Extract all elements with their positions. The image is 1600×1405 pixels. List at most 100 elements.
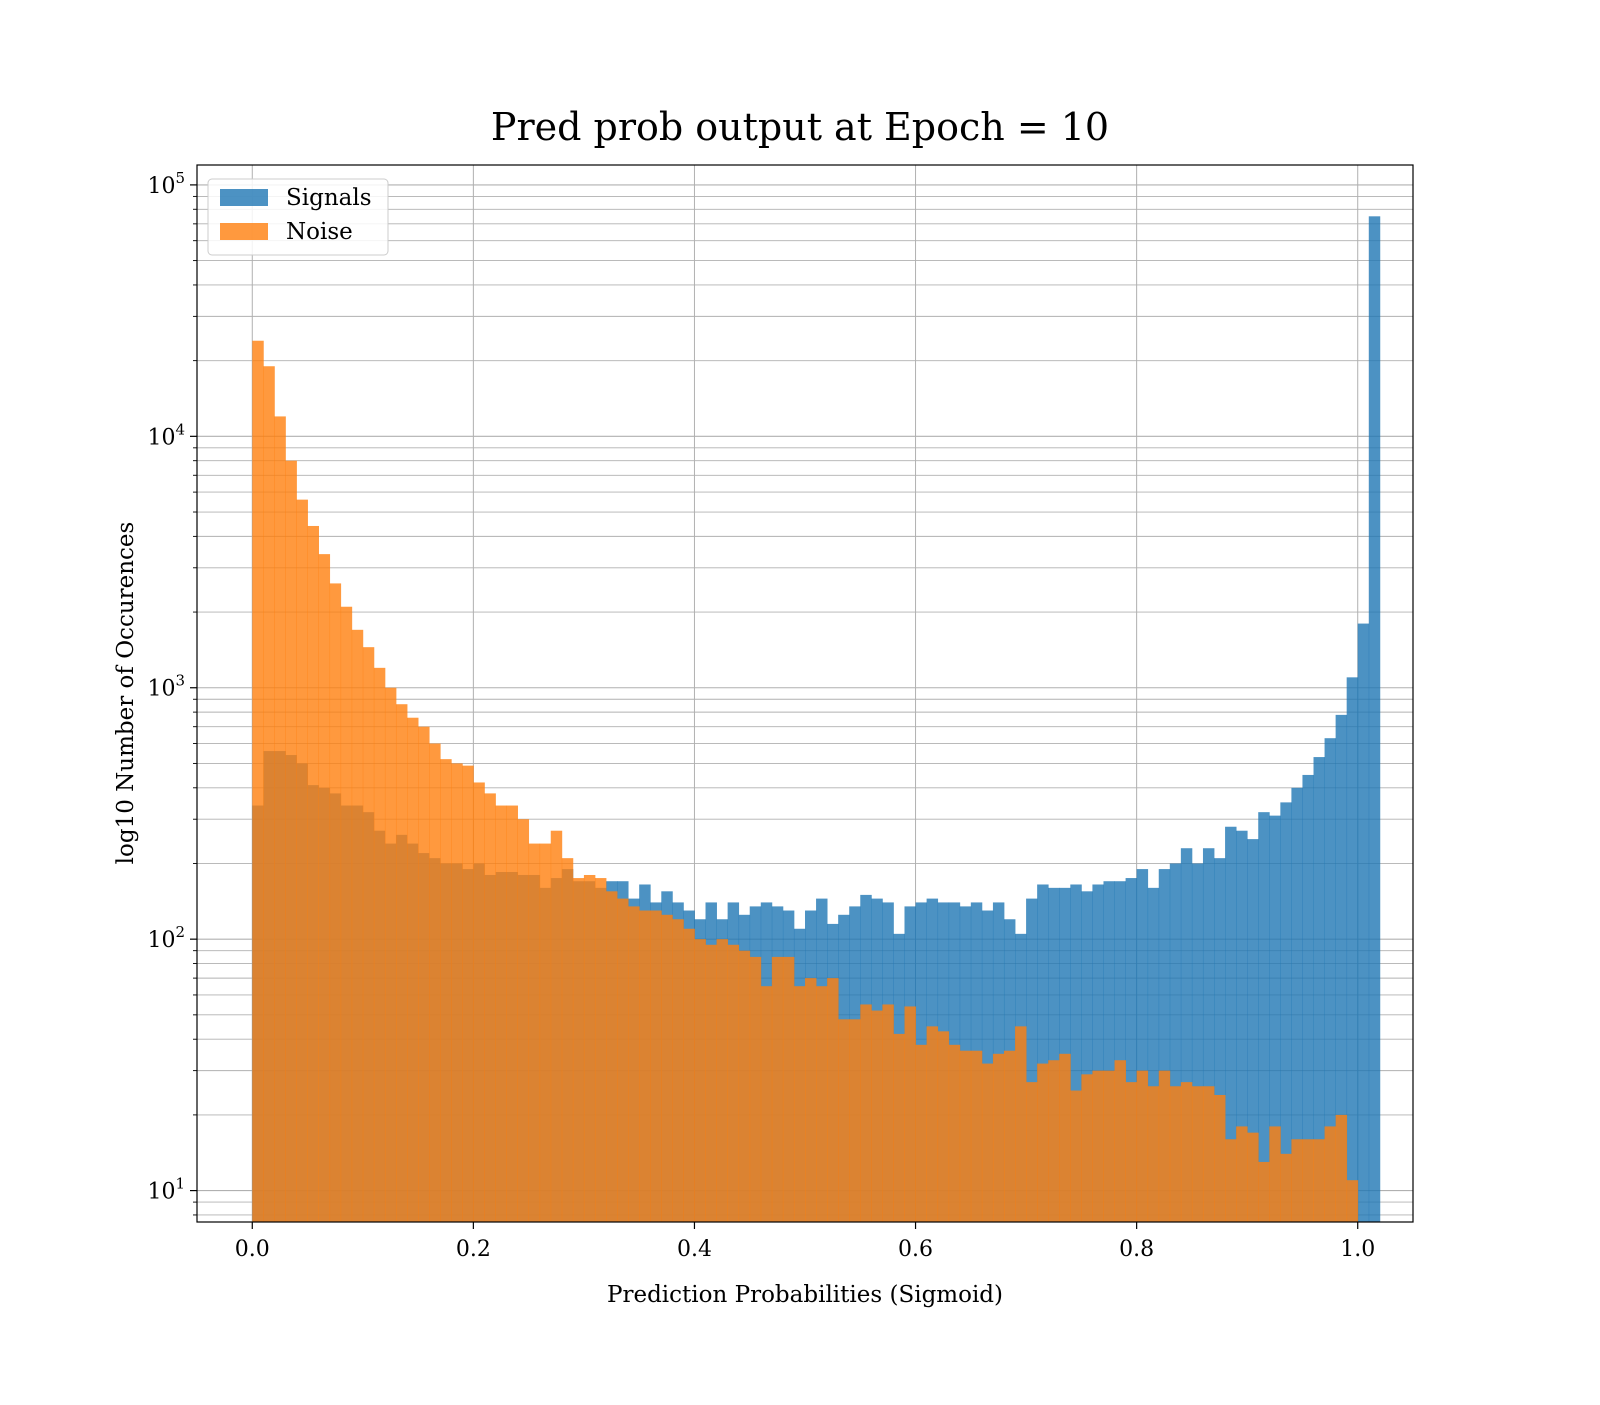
bar-signals (1236, 830, 1248, 1222)
bar-noise (1070, 1090, 1082, 1222)
bar-noise (860, 1004, 872, 1222)
bar-noise (561, 858, 574, 1222)
bar-noise (882, 1004, 894, 1222)
bar-noise (263, 366, 275, 1223)
bar-noise (495, 805, 507, 1222)
bar-noise (871, 1010, 883, 1222)
bar-noise (893, 1033, 905, 1222)
bar-noise (1180, 1082, 1193, 1222)
bar-noise (451, 763, 463, 1222)
bar-signals (1125, 878, 1138, 1222)
bar-signals (1313, 757, 1325, 1222)
y-tick-label: 101 (147, 1175, 185, 1205)
x-tick-label: 0.8 (1119, 1237, 1154, 1262)
bar-noise (749, 956, 762, 1222)
x-tick-label: 0.0 (235, 1237, 270, 1262)
bar-signals (1070, 884, 1082, 1222)
bar-noise (1236, 1126, 1248, 1222)
bar-noise (1158, 1070, 1171, 1222)
bar-signals (1214, 858, 1226, 1222)
bar-noise (1081, 1074, 1093, 1222)
bar-noise (1092, 1070, 1104, 1222)
bar-noise (628, 906, 640, 1222)
bar-noise (948, 1044, 961, 1222)
bar-noise (1247, 1132, 1259, 1222)
plot-frame (196, 164, 1414, 1223)
bar-noise (727, 944, 740, 1222)
bar-signals (1302, 774, 1314, 1222)
x-tick-label: 0.6 (898, 1237, 933, 1262)
bar-noise (1346, 1180, 1359, 1222)
bar-noise (816, 986, 828, 1222)
bar-signals (1335, 714, 1348, 1222)
bar-noise (1302, 1139, 1314, 1222)
bar-noise (1324, 1126, 1337, 1222)
bar-noise (528, 843, 541, 1222)
bar-noise (981, 1063, 994, 1222)
bar-noise (351, 629, 364, 1222)
bar-noise (1313, 1139, 1325, 1222)
bar-noise (1015, 1026, 1027, 1222)
y-tick-label: 104 (147, 420, 185, 450)
bar-noise (617, 898, 629, 1222)
bar-signals (1346, 677, 1359, 1222)
bar-noise (1003, 1050, 1016, 1222)
bar-noise (1147, 1086, 1160, 1222)
bar-signals (1081, 891, 1093, 1222)
bar-noise (926, 1026, 939, 1222)
bar-noise (760, 986, 773, 1222)
bar-noise (373, 667, 386, 1222)
bar-signals (1225, 826, 1237, 1222)
bar-noise (1103, 1070, 1115, 1222)
bar-noise (992, 1053, 1005, 1222)
bar-noise (1202, 1086, 1215, 1222)
bar-noise (650, 910, 662, 1222)
bar-signals (1191, 863, 1204, 1222)
bar-noise (805, 978, 817, 1222)
bar-signals (1280, 802, 1292, 1222)
bar-noise (915, 1044, 927, 1222)
bar-noise (429, 743, 441, 1222)
bar-signals (1103, 881, 1115, 1222)
bar-signals (1158, 869, 1171, 1222)
bar-noise (539, 843, 552, 1222)
bar-noise (594, 878, 607, 1222)
bar-noise (970, 1050, 983, 1222)
bar-noise (937, 1031, 950, 1222)
bar-noise (1169, 1086, 1182, 1222)
bar-noise (771, 956, 784, 1222)
bar-noise (340, 606, 353, 1222)
bar-noise (440, 759, 452, 1222)
legend-swatch-noise (220, 223, 268, 240)
y-tick-label: 102 (147, 923, 185, 953)
bar-signals (1026, 898, 1038, 1222)
bar-noise (705, 944, 717, 1222)
bar-noise (1291, 1139, 1303, 1222)
bar-noise (1214, 1094, 1226, 1222)
bar-noise (362, 647, 375, 1222)
bar-noise (1191, 1086, 1204, 1222)
bar-signals (1048, 887, 1060, 1222)
bar-noise (506, 805, 518, 1222)
bar-noise (849, 1019, 861, 1222)
bar-noise (639, 910, 651, 1222)
bar-noise (1059, 1053, 1071, 1222)
bar-signals (1258, 812, 1270, 1222)
x-axis-label: Prediction Probabilities (Sigmoid) (607, 1282, 1003, 1308)
bar-noise (384, 687, 397, 1222)
x-tick-label: 1.0 (1340, 1237, 1375, 1262)
axis-ticks: 0.0 0.2 0.4 0.6 0.8 1.0 101 102 103 104 105 (147, 169, 1375, 1262)
bar-signals (1247, 839, 1259, 1222)
bar-signals (1180, 848, 1193, 1222)
bar-signals (1037, 884, 1049, 1222)
bar-noise (694, 939, 706, 1222)
bar-noise (473, 782, 485, 1222)
bar-noise (716, 939, 729, 1222)
bar-signals (1147, 887, 1160, 1222)
bar-noise (1225, 1139, 1237, 1222)
bar-noise (738, 950, 751, 1222)
bar-noise (1280, 1153, 1292, 1222)
bar-noise (904, 1006, 916, 1222)
